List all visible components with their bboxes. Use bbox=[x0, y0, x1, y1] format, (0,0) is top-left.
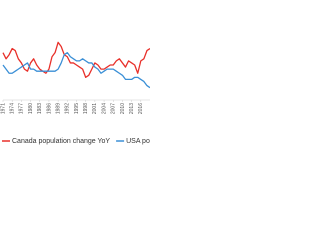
series-line bbox=[2, 41, 150, 78]
legend-label: Canada population change YoY bbox=[12, 138, 110, 145]
x-tick-label: 1998 bbox=[83, 103, 89, 114]
x-tick-label: 1977 bbox=[19, 103, 25, 114]
x-tick-label: 1986 bbox=[46, 103, 52, 114]
x-tick-label: 2016 bbox=[138, 103, 144, 114]
legend-label: USA population change YoY bbox=[126, 138, 150, 145]
x-tick-label: 1980 bbox=[28, 103, 34, 114]
x-tick-label: 1992 bbox=[65, 103, 71, 114]
x-tick-label: 2001 bbox=[92, 103, 98, 114]
x-tick-label: 1995 bbox=[74, 103, 80, 114]
x-tick-label: 1971 bbox=[0, 103, 6, 114]
series-line bbox=[2, 52, 150, 89]
x-tick-label: 2013 bbox=[129, 103, 135, 114]
x-tick-label: 1983 bbox=[37, 103, 43, 114]
x-tick-label: 2004 bbox=[101, 103, 107, 114]
x-tick-label: 2010 bbox=[120, 103, 126, 114]
x-tick-label: 1974 bbox=[10, 103, 16, 114]
x-tick-label: 1989 bbox=[55, 103, 61, 114]
chart: 1971 1974 1977 1980 1983 1986 1989 1992 1995 1998… bbox=[0, 41, 150, 145]
page: {"chart_data": {"type": "line", "x": [19… bbox=[0, 0, 150, 150]
x-tick-label: 2007 bbox=[111, 103, 117, 114]
